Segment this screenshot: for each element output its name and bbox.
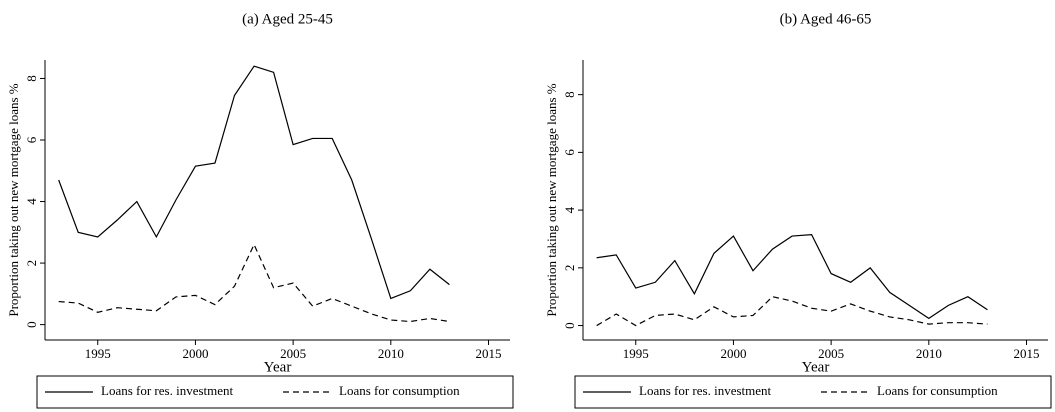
chart-title: (b) Aged 46-65 (780, 11, 872, 27)
y-tick-label: 8 (24, 75, 39, 82)
y-tick-label: 4 (24, 198, 39, 205)
legend-box (36, 375, 514, 409)
legend-label: Loans for res. investment (101, 383, 234, 398)
x-tick-label: 2000 (182, 346, 208, 361)
y-tick-label: 8 (562, 91, 577, 98)
x-tick-label: 2005 (280, 346, 306, 361)
x-tick-label: 2000 (720, 346, 746, 361)
legend-label: Loans for consumption (877, 383, 998, 398)
y-tick-label: 0 (24, 321, 39, 328)
x-tick-label: 2015 (476, 346, 502, 361)
x-tick-label: 2015 (1014, 346, 1040, 361)
x-tick-label: 1995 (85, 346, 111, 361)
legend-box (574, 375, 1052, 409)
y-tick-label: 4 (562, 206, 577, 213)
data-line (596, 296, 988, 327)
x-axis-label: Year (264, 359, 292, 375)
x-tick-label: 2010 (916, 346, 942, 361)
x-axis-label: Year (802, 359, 830, 375)
data-line (596, 234, 988, 320)
x-tick-label: 2010 (378, 346, 404, 361)
data-line (58, 243, 450, 323)
y-axis-label: Proportion taking out new mortgage loans… (6, 83, 21, 316)
x-tick-label: 2005 (818, 346, 844, 361)
y-tick-label: 2 (24, 260, 39, 267)
y-axis-label: Proportion taking out new mortgage loans… (544, 83, 559, 316)
data-line (58, 65, 450, 300)
y-tick-label: 0 (562, 322, 577, 329)
y-tick-label: 2 (562, 265, 577, 272)
legend-label: Loans for consumption (339, 383, 460, 398)
legend-label: Loans for res. investment (639, 383, 772, 398)
y-tick-label: 6 (24, 136, 39, 143)
y-tick-label: 6 (562, 149, 577, 156)
chart-title: (a) Aged 25-45 (242, 11, 333, 27)
x-tick-label: 1995 (623, 346, 649, 361)
